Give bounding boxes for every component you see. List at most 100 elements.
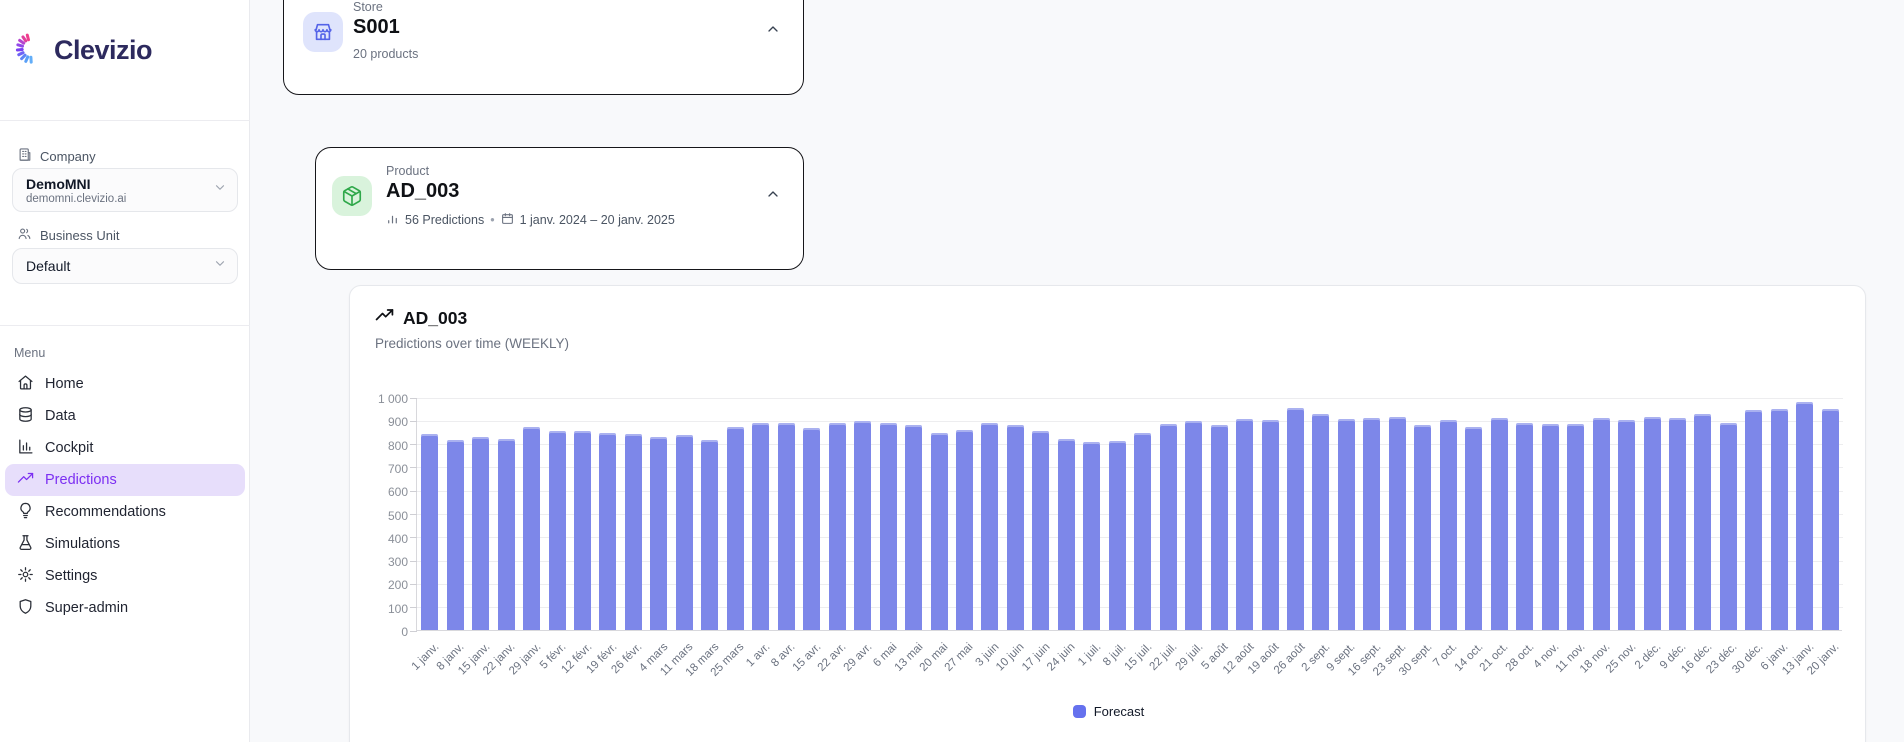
forecast-legend-label: Forecast	[1093, 704, 1145, 719]
forecast-bar[interactable]	[1134, 433, 1152, 630]
forecast-bar[interactable]	[879, 422, 897, 630]
sidebar-item-settings[interactable]: Settings	[5, 560, 245, 592]
forecast-bar[interactable]	[1465, 427, 1483, 630]
sidebar-item-cockpit[interactable]: Cockpit	[5, 432, 245, 464]
y-tick-label: 800	[387, 438, 408, 453]
y-tick-label: 0	[401, 625, 408, 639]
x-tick-label: 29 avr.	[841, 641, 875, 674]
forecast-bar[interactable]	[1083, 442, 1101, 630]
forecast-bar[interactable]	[1694, 414, 1712, 630]
sidebar-item-label: Home	[45, 376, 84, 392]
forecast-bar[interactable]	[1719, 422, 1737, 630]
forecast-bar[interactable]	[1821, 408, 1839, 630]
forecast-bar[interactable]	[1439, 420, 1457, 630]
forecast-bar[interactable]	[1032, 430, 1050, 630]
company-select[interactable]: DemoMNI demomni.clevizio.ai	[12, 168, 238, 212]
forecast-bar[interactable]	[1541, 423, 1559, 630]
forecast-bar[interactable]	[548, 430, 566, 630]
sidebar-item-simulations[interactable]: Simulations	[5, 528, 245, 560]
forecast-bar[interactable]	[905, 424, 923, 630]
database-icon	[17, 406, 34, 427]
business-unit-value: Default	[26, 258, 71, 274]
forecast-bar[interactable]	[1006, 424, 1024, 630]
sidebar-item-super-admin[interactable]: Super-admin	[5, 592, 245, 624]
bar-chart-icon	[17, 438, 34, 459]
forecast-bar[interactable]	[1159, 423, 1177, 630]
forecast-bar[interactable]	[1618, 420, 1636, 630]
forecast-bar[interactable]	[701, 440, 719, 630]
sidebar-item-predictions[interactable]: Predictions	[5, 464, 245, 496]
forecast-bar[interactable]	[1236, 419, 1254, 630]
forecast-bar[interactable]	[1490, 417, 1508, 630]
forecast-bar[interactable]	[1592, 417, 1610, 630]
forecast-bar[interactable]	[1108, 441, 1126, 630]
forecast-bar[interactable]	[1567, 423, 1585, 630]
forecast-bar[interactable]	[777, 422, 795, 630]
forecast-bar[interactable]	[1057, 438, 1075, 630]
sidebar-item-label: Recommendations	[45, 504, 166, 520]
forecast-bar[interactable]	[1363, 417, 1381, 630]
forecast-bar[interactable]	[599, 433, 617, 630]
sidebar-item-label: Data	[45, 408, 76, 424]
building-icon	[17, 147, 32, 165]
forecast-bar[interactable]	[1388, 416, 1406, 630]
sidebar-item-recommendations[interactable]: Recommendations	[5, 496, 245, 528]
brand-name: Clevizio	[54, 35, 153, 65]
forecast-bar[interactable]	[930, 433, 948, 630]
sidebar-item-home[interactable]: Home	[5, 368, 245, 400]
brand-logo[interactable]: Clevizio	[12, 30, 153, 71]
forecast-bar[interactable]	[675, 435, 693, 630]
x-tick-label: 1 juil.	[1075, 641, 1104, 669]
forecast-bar[interactable]	[1668, 417, 1686, 630]
home-icon	[17, 374, 34, 395]
y-tick-label: 700	[387, 461, 408, 476]
forecast-bar[interactable]	[1745, 409, 1763, 630]
chart-legend[interactable]: Forecast	[350, 704, 1867, 719]
forecast-bar[interactable]	[421, 434, 439, 630]
forecast-bar[interactable]	[650, 436, 668, 630]
forecast-bar[interactable]	[854, 421, 872, 630]
forecast-bar[interactable]	[955, 429, 973, 630]
forecast-bar[interactable]	[497, 438, 515, 630]
forecast-bar[interactable]	[1287, 407, 1305, 630]
chevron-up-icon[interactable]	[765, 21, 781, 42]
y-tick	[410, 583, 417, 585]
package-icon	[332, 176, 372, 216]
y-tick	[410, 607, 417, 609]
forecast-bar[interactable]	[446, 440, 464, 630]
forecast-bar[interactable]	[1210, 424, 1228, 630]
forecast-bar[interactable]	[1185, 421, 1203, 630]
plot-area	[410, 397, 1843, 632]
forecast-bar[interactable]	[624, 434, 642, 630]
product-selector-card[interactable]: Product AD_003 56 Predictions • 1 janv. …	[315, 147, 804, 270]
forecast-bar[interactable]	[1770, 408, 1788, 630]
forecast-bar[interactable]	[1796, 401, 1814, 630]
forecast-bar[interactable]	[1337, 419, 1355, 630]
store-selector-card[interactable]: Store S001 20 products	[283, 0, 804, 95]
product-value: AD_003	[386, 180, 460, 202]
forecast-bar[interactable]	[828, 422, 846, 630]
forecast-bar[interactable]	[1516, 422, 1534, 630]
forecast-bar[interactable]	[574, 430, 592, 630]
forecast-bar[interactable]	[523, 427, 541, 630]
business-unit-select[interactable]: Default	[12, 248, 238, 284]
forecast-bar[interactable]	[1312, 414, 1330, 630]
y-tick-label: 900	[387, 415, 408, 430]
forecast-bar[interactable]	[1643, 416, 1661, 630]
y-tick-label: 300	[387, 555, 408, 570]
sidebar-item-data[interactable]: Data	[5, 400, 245, 432]
y-tick	[410, 467, 417, 469]
forecast-bar[interactable]	[472, 436, 490, 630]
y-tick-label: 1 000	[377, 392, 408, 406]
y-tick-label: 600	[387, 485, 408, 500]
forecast-bar[interactable]	[981, 422, 999, 630]
forecast-bar[interactable]	[726, 427, 744, 630]
forecast-bar[interactable]	[752, 422, 770, 630]
company-name: DemoMNI	[26, 176, 91, 192]
forecast-bar[interactable]	[803, 428, 821, 630]
forecast-bar[interactable]	[1261, 420, 1279, 630]
x-tick-label: 22 juil.	[1147, 641, 1180, 673]
forecast-bar[interactable]	[1414, 424, 1432, 630]
chevron-up-icon[interactable]	[765, 186, 781, 207]
